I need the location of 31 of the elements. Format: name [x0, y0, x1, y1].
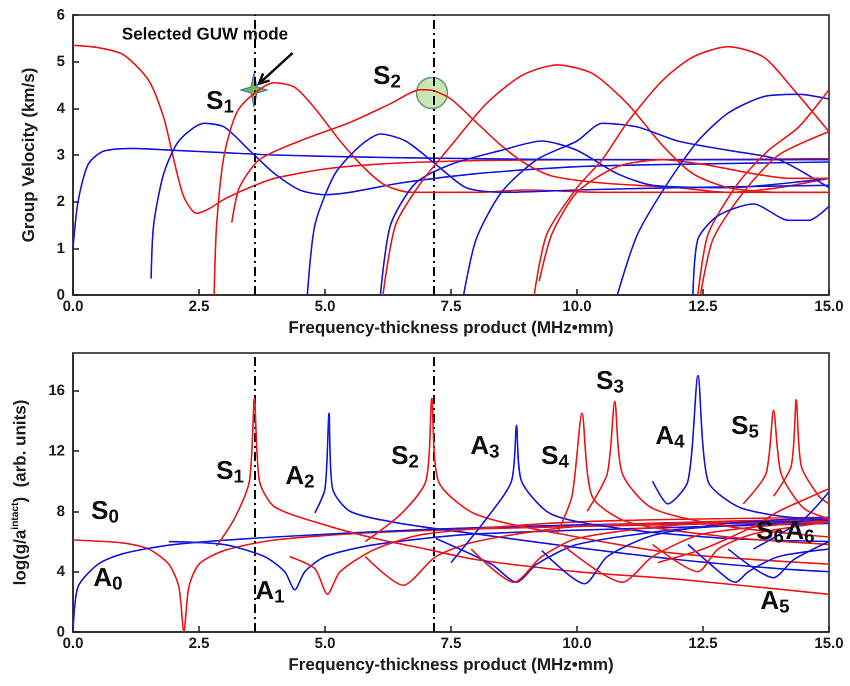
x-tick-label: 2.5	[188, 635, 210, 652]
y-tick-label: 16	[48, 382, 65, 400]
x-tick-label: 15.0	[814, 298, 844, 315]
x-tick-label: 0.0	[62, 298, 84, 315]
y-tick-label: 6	[56, 6, 65, 24]
y-tick-label: 2	[56, 193, 65, 210]
y-tick-label: 4	[56, 100, 66, 117]
annotation: Selected GUW mode	[122, 24, 288, 44]
x-tick-label: 5.0	[314, 635, 336, 652]
x-tick-label: 7.5	[440, 635, 462, 652]
y-axis-title: log(g/aintact) (arb. units)	[10, 400, 30, 586]
x-tick-label: 12.5	[688, 635, 718, 652]
x-tick-label: 12.5	[688, 298, 718, 315]
x-tick-label: 15.0	[814, 635, 844, 652]
y-tick-label: 3	[56, 146, 65, 164]
x-tick-label: 0.0	[62, 635, 84, 652]
x-tick-label: 7.5	[440, 298, 462, 315]
y-tick-label: 1	[56, 240, 65, 257]
y-tick-label: 0	[56, 286, 65, 304]
y-axis-title: Group Velocity (km/s)	[19, 68, 38, 242]
x-axis-title: Frequency-thickness product (MHz•mm)	[288, 318, 614, 337]
y-tick-label: 8	[56, 502, 65, 520]
x-tick-label: 5.0	[314, 298, 336, 315]
x-tick-label: 2.5	[188, 298, 210, 315]
x-tick-label: 10.0	[562, 298, 592, 315]
y-tick-label: 0	[56, 624, 65, 640]
x-tick-label: 10.0	[562, 635, 592, 652]
y-tick-label: 4	[56, 563, 66, 580]
y-tick-label: 5	[56, 53, 65, 70]
y-tick-label: 12	[48, 442, 65, 460]
x-axis-title: Frequency-thickness product (MHz•mm)	[288, 655, 614, 674]
